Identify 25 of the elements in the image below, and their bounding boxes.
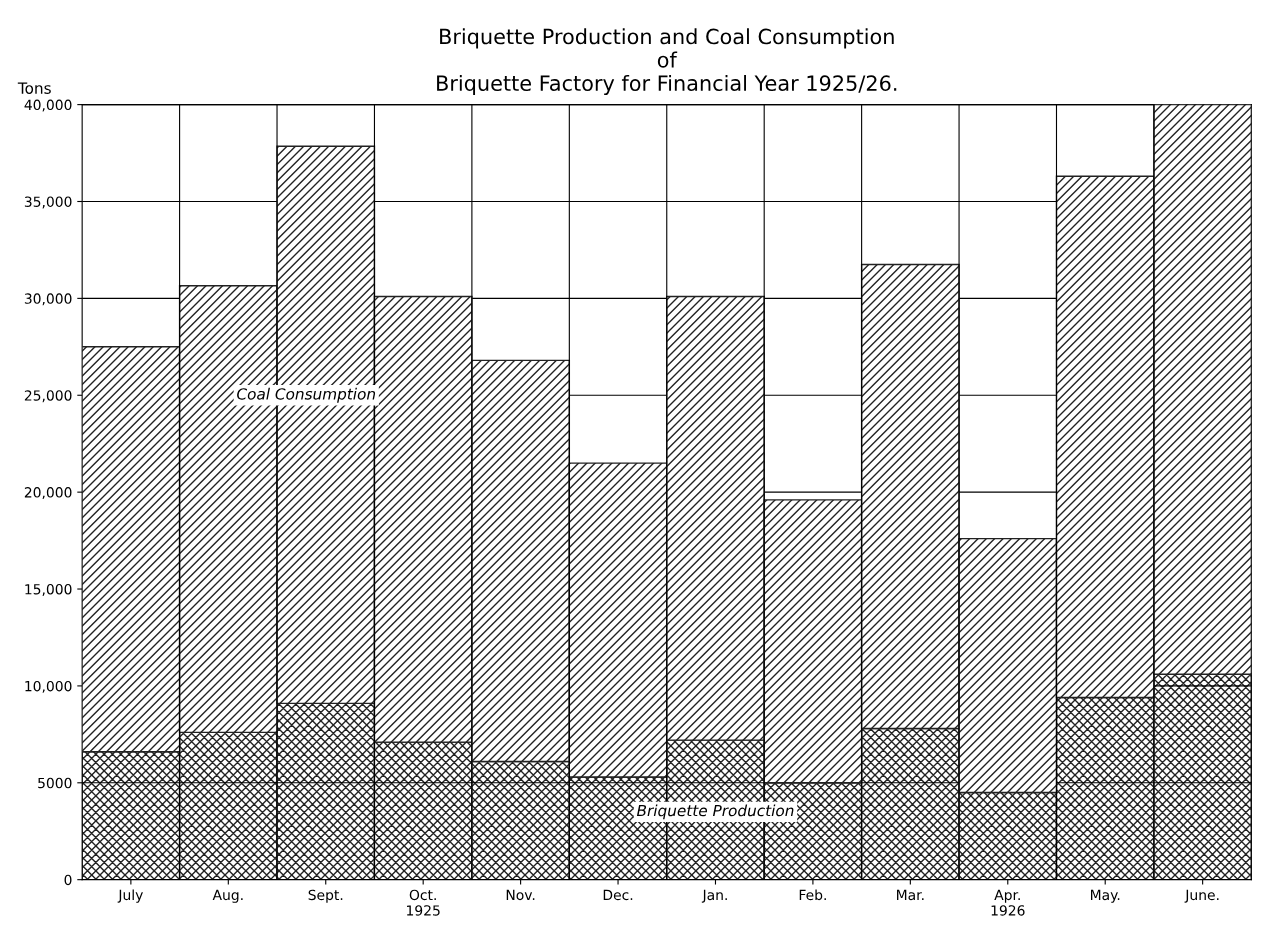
x-tick-label: Aug. [212, 889, 243, 903]
chart-title: Briquette Production and Coal Consumption of Briquette Factory for Financial Year 1925/26. [437, 28, 897, 96]
x-tick-label: June. [1184, 889, 1219, 903]
y-axis-title: Tons [17, 82, 51, 94]
y-tick-label: 20,000 [24, 487, 72, 500]
x-tick-label: Sept. [308, 889, 343, 903]
y-tick-label: 15,000 [25, 583, 72, 596]
x-tick-label: Mar. [897, 889, 924, 901]
y-tick-label: 25,000 [24, 390, 72, 403]
x-tick-label: Nov. [506, 889, 535, 901]
y-tick-label: 10,000 [25, 680, 72, 693]
y-tick-label: 35,000 [24, 196, 72, 209]
y-tick-label: 30,000 [24, 293, 72, 306]
x-tick-label: Jan. [701, 889, 727, 903]
x-tick-label: Apr. 1926 [991, 889, 1025, 916]
x-tick-label: July [117, 889, 143, 903]
y-tick-label: 0 [64, 874, 72, 886]
x-tick-label: Oct. 1925 [407, 889, 440, 916]
y-tick-label: 40,000 [24, 99, 72, 112]
x-tick-label: Feb. [799, 889, 826, 901]
series-label: Coal Consumption [237, 387, 376, 403]
x-tick-label: Dec. [603, 889, 633, 901]
series-label: Briquette Production [636, 804, 794, 820]
x-tick-label: May. [1091, 889, 1120, 903]
y-tick-label: 5000 [38, 777, 72, 789]
